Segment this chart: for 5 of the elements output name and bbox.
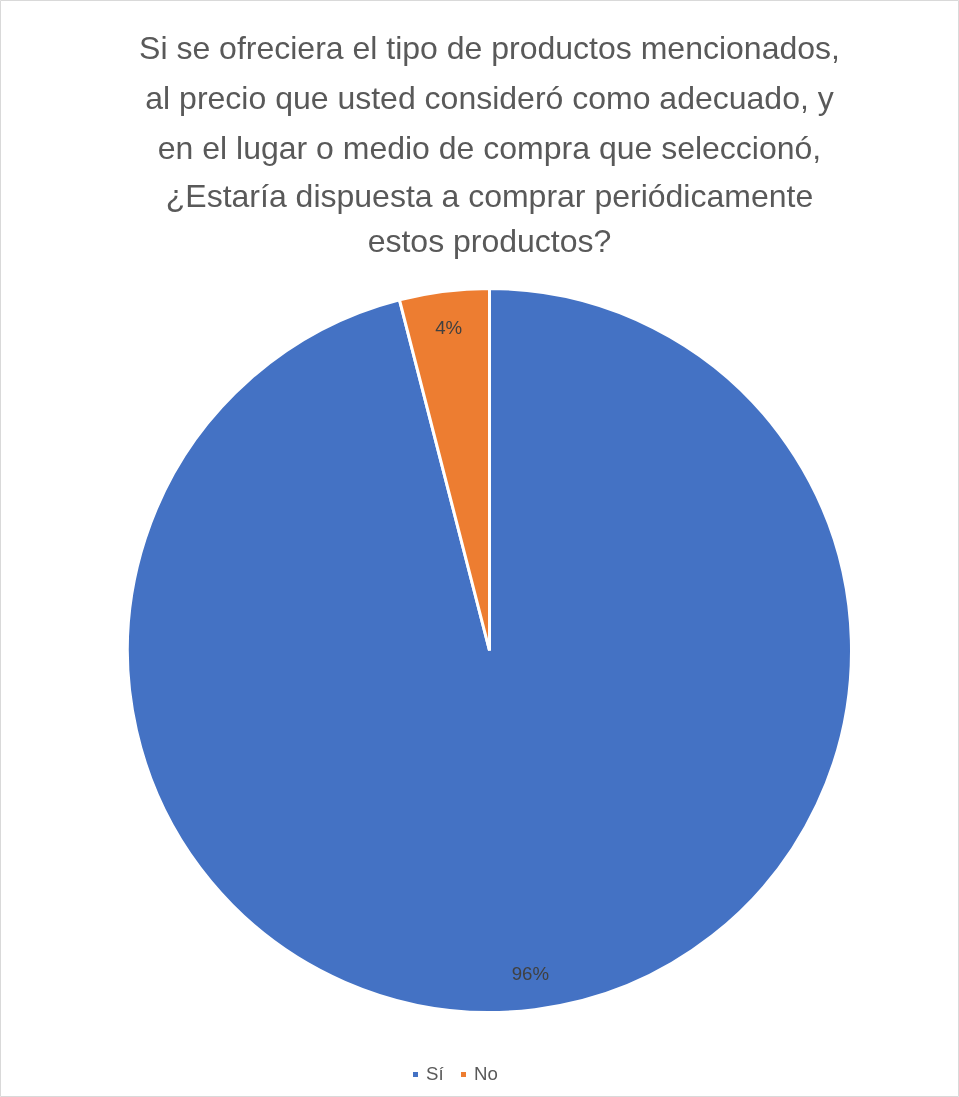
data-label: 96%	[511, 963, 550, 985]
data-label: 4%	[435, 316, 463, 338]
legend-label: Sí	[426, 1063, 445, 1085]
chart-title: Si se ofreciera el tipo de productos mencionados, al precio que usted consideró como adecuado, y en el lugar o medio de compra que seleccionó, ¿Estaría dispuesta a comprar periódicamente estos productos?	[139, 29, 840, 259]
legend-label: No	[474, 1063, 498, 1085]
